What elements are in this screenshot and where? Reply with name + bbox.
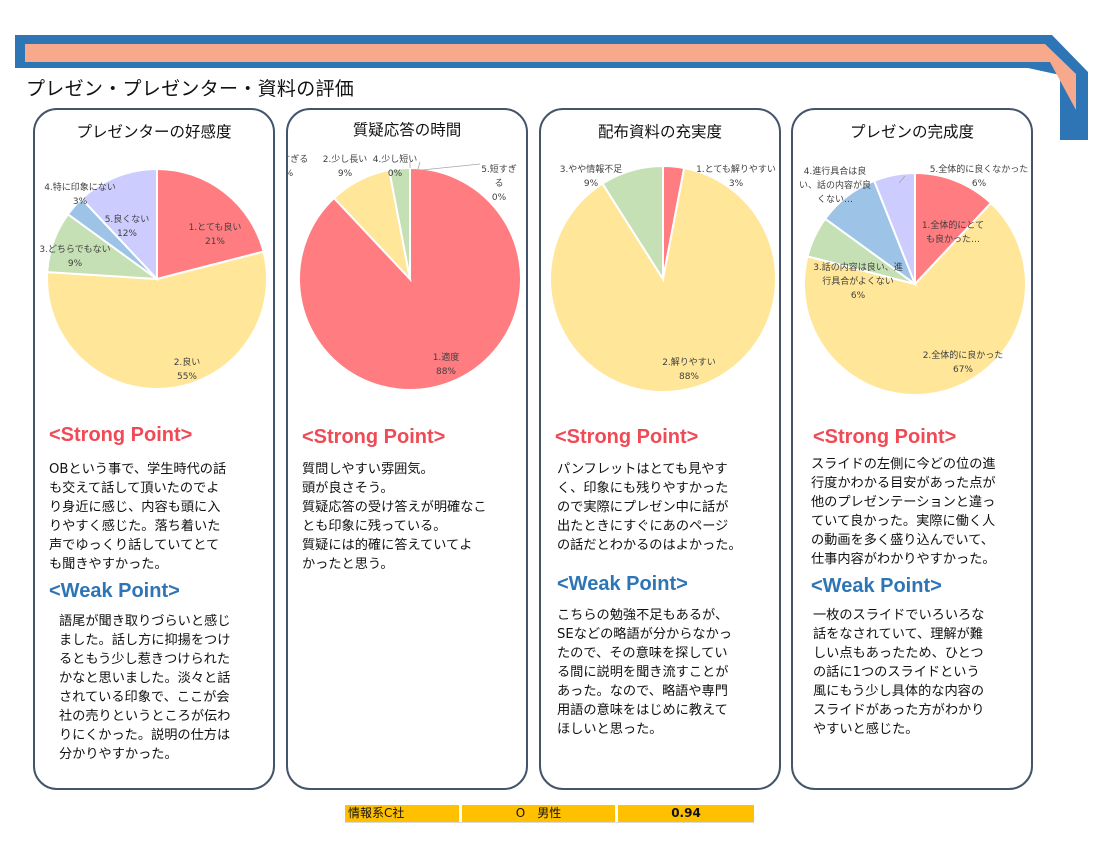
pie-slice-label: 2.解りやすい 88% [662, 356, 716, 382]
header-banner [15, 35, 1088, 140]
pie-slice-label: 3.やや情報不足 9% [560, 163, 623, 189]
pie-chart-handout-quality: 1.とても解りやすい 3% 2.解りやすい 88% 3.やや情報不足 9% [549, 163, 777, 393]
pie-chart-presenter-likability: 1.とても良い 21% 2.良い 55% 3.どちらでもない 9% 4.特に印象にない 3% 5… [39, 167, 268, 391]
weak-point-text: 一枚のスライドでいろいろな 話をなされていて、理解が難 しい点もあったため、ひと… [813, 608, 985, 737]
pie-slice [80, 167, 158, 282]
pie-slice-label: 2.少し長い 9% [323, 154, 368, 179]
pie-slice [872, 171, 916, 285]
leader-line [417, 161, 421, 170]
card-handout-quality: 配布資料の充実度 1.とても解りやすい 3% 2.解りやすい 88% 3.やや情報不足 9… [539, 108, 781, 790]
banner-salmon-band [25, 44, 1076, 110]
weak-point-text: 語尾が聞き取りづらいと感じ ました。話し方に抑揚をつけ るともう少し惹きつけられ… [59, 614, 231, 762]
strong-point-text: OBという事で、学生時代の話 も交えて話して頂いたのでよ り身近に感じ、内容も頭… [49, 462, 227, 572]
footer-underline [345, 822, 754, 823]
pie-slice-label: 1.全体的にとても良かった… [922, 219, 984, 245]
strong-point-text: スライドの左側に今どの位の進 行度かわかる目安があった点が 他のプレゼンテーショ… [811, 457, 996, 567]
weak-point-text: こちらの勉強不足もあるが、 SEなどの略語が分からなかっ たので、その意味を探し… [557, 608, 732, 737]
weak-point-heading: <Weak Point> [811, 575, 942, 597]
strong-point-heading: <Strong Point> [302, 426, 446, 448]
pie-slice [388, 166, 411, 280]
leader-line [898, 175, 906, 184]
pie-slice-label: 1.適度 88% [433, 351, 460, 377]
pie-slice [803, 201, 1027, 396]
card-title: プレゼンターの好感度 [76, 123, 232, 141]
strong-point-heading: <Strong Point> [813, 426, 957, 448]
strong-point-heading: <Strong Point> [49, 424, 193, 446]
pie-slice-label: 1.とても良い 21% [189, 221, 242, 247]
pie-slice-label: 3.話の内容は良い、進行具合がよくない 6% [813, 261, 903, 301]
footer-score: 0.94 [618, 805, 754, 822]
pie-slice-label: 5.全体的に良くなかった 6% [930, 163, 1029, 189]
pie-slice-label: 2.良い 55% [174, 356, 201, 382]
pie-slice-label: 4.少し短い 0% [373, 153, 418, 179]
card-presenter-likability: プレゼンターの好感度 1.とても良い 21% 2.良い 55% 3.どちらでもない 9% 4… [33, 108, 275, 790]
pie-slice [156, 167, 265, 281]
pie-slice-label: 4.進行具合は良い、話の内容が良くない… [799, 165, 871, 205]
leader-line [421, 163, 481, 171]
pie-slice-label: 4.特に印象にない 3% [44, 181, 116, 207]
pie-chart-presentation-completeness: 1.全体的にとても良かった… 2.全体的に良かった 67% 3.話の内容は良い、進行具… [799, 163, 1029, 396]
page-title: プレゼン・プレゼンター・資料の評価 [26, 78, 355, 100]
pie-slice-label: 3.長すぎる3% [288, 153, 308, 179]
card-title: 質疑応答の時間 [352, 121, 462, 139]
footer-person: O 男性 [462, 805, 615, 822]
footer-company: 情報系C社 [345, 805, 459, 822]
pie-slice-label: 1.とても解りやすい 3% [696, 163, 776, 189]
weak-point-heading: <Weak Point> [49, 580, 180, 602]
pie-slice [46, 250, 268, 391]
pie-slice-label: 5.短すぎる 0% [481, 163, 517, 203]
pie-slice-label: 5.良くない 12% [105, 213, 150, 239]
weak-point-heading: <Weak Point> [557, 573, 688, 595]
strong-point-text: 質問しやすい雰囲気。 頭が良さそう。 質疑応答の受け答えが明確なこ とも印象に残… [302, 462, 487, 572]
card-title: 配布資料の充実度 [597, 123, 722, 141]
card-presentation-completeness: プレゼンの完成度 1.全体的にとても良かった… 2.全体的に良かった 67% 3.話の… [791, 108, 1033, 790]
pie-slice [601, 164, 664, 283]
pie-slice-label: 3.どちらでもない 9% [39, 244, 110, 269]
pie-slice-label: 2.全体的に良かった 67% [923, 349, 1004, 375]
strong-point-text: パンフレットはとても見やす く、印象にも残りやすかった ので実際にプレゼン中に話… [557, 462, 742, 553]
strong-point-heading: <Strong Point> [555, 426, 699, 448]
pie-slice [914, 171, 993, 287]
card-title: プレゼンの完成度 [849, 123, 974, 141]
